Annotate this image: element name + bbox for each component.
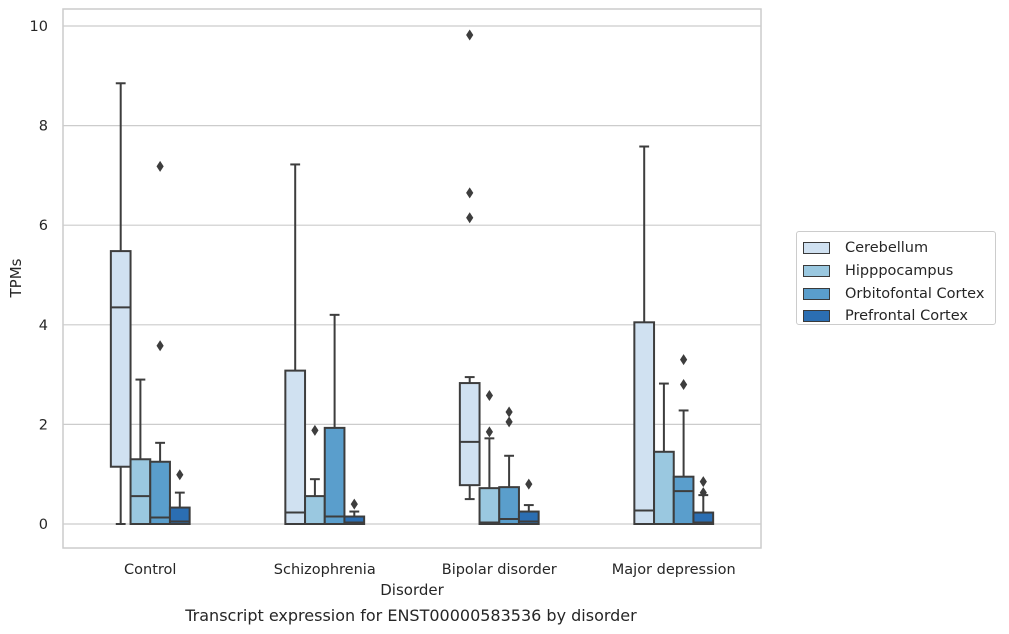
y-tick-label: 8 [39, 119, 48, 135]
legend-item-prefrontal-cortex: Prefrontal Cortex [803, 305, 995, 328]
x-tick-label: Control [124, 562, 176, 578]
box-body [672, 475, 695, 526]
box-1-0 [129, 378, 152, 526]
y-tick-labels: 0 2 4 6 8 10 [30, 19, 48, 533]
box-body [284, 369, 307, 525]
box-3-0 [168, 469, 191, 526]
box-body [343, 515, 366, 526]
box-2-1 [323, 313, 346, 525]
outlier-point [156, 160, 164, 172]
x-tick-label: Major depression [612, 562, 736, 578]
chart-caption: Transcript expression for ENST0000058353… [185, 606, 637, 625]
box-body [458, 382, 481, 487]
legend-label: Hipppocampus [845, 263, 954, 280]
box-body [323, 426, 346, 525]
box-2-3 [672, 354, 695, 526]
legend-swatch [803, 242, 830, 255]
legend-item-cerebellum: Cerebellum [803, 237, 995, 260]
outlier-point [680, 379, 688, 391]
box-0-0 [109, 82, 132, 525]
outlier-point [485, 426, 493, 438]
legend-swatch [803, 265, 830, 278]
outlier-point [680, 354, 688, 366]
y-tick-label: 10 [30, 19, 48, 35]
x-tick-label: Bipolar disorder [442, 562, 557, 578]
box-3-1 [343, 498, 366, 526]
x-axis-label: Disorder [380, 581, 444, 599]
outlier-point [485, 390, 493, 402]
legend-item-hippocampus: Hipppocampus [803, 260, 995, 283]
plot-frame [62, 8, 762, 549]
box-2-0 [149, 160, 171, 525]
outlier-point [699, 476, 707, 488]
x-tick-label: Schizophrenia [274, 562, 376, 578]
box-body [109, 250, 132, 468]
outlier-point [466, 187, 474, 199]
legend-label: Cerebellum [845, 240, 929, 257]
box-body [129, 458, 152, 526]
box-1-1 [304, 424, 326, 525]
outlier-point [176, 469, 184, 481]
outlier-point [350, 498, 358, 510]
y-axis-label: TPMs [7, 258, 25, 298]
outlier-point [466, 29, 474, 41]
box-2-2 [498, 406, 520, 526]
legend: Cerebellum Hipppocampus Orbitofontal Cor… [796, 231, 996, 325]
y-tick-label: 4 [39, 318, 48, 334]
outlier-point [505, 406, 513, 418]
box-body [498, 486, 520, 526]
box-0-1 [284, 163, 307, 525]
outlier-point [525, 478, 533, 490]
x-tick-labels: Control Schizophrenia Bipolar disorder Majo… [124, 562, 736, 578]
legend-label: Orbitofontal Cortex [845, 285, 985, 302]
box-body [692, 511, 715, 526]
box-1-3 [653, 382, 675, 526]
box-0-3 [633, 145, 656, 525]
box-3-2 [517, 478, 540, 525]
outlier-point [311, 424, 319, 436]
box-body [304, 495, 326, 525]
grid-layer [63, 25, 761, 525]
outlier-point [699, 487, 707, 499]
outlier-point [466, 212, 474, 224]
box-body [168, 506, 191, 526]
box-3-3 [692, 476, 715, 526]
y-tick-label: 2 [39, 417, 48, 433]
outlier-point [156, 340, 164, 352]
legend-label: Prefrontal Cortex [845, 308, 968, 325]
legend-swatch [803, 310, 830, 323]
box-1-2 [478, 390, 501, 526]
legend-swatch [803, 287, 830, 300]
box-body [633, 321, 656, 525]
boxes-layer [109, 29, 715, 526]
y-tick-label: 6 [39, 218, 48, 234]
outlier-point [505, 416, 513, 428]
box-body [653, 450, 675, 526]
box-body [478, 487, 501, 526]
box-body [149, 460, 171, 525]
box-0-2 [458, 29, 481, 501]
y-tick-label: 0 [39, 517, 48, 533]
legend-item-orbitofrontal-cortex: Orbitofontal Cortex [803, 282, 995, 305]
